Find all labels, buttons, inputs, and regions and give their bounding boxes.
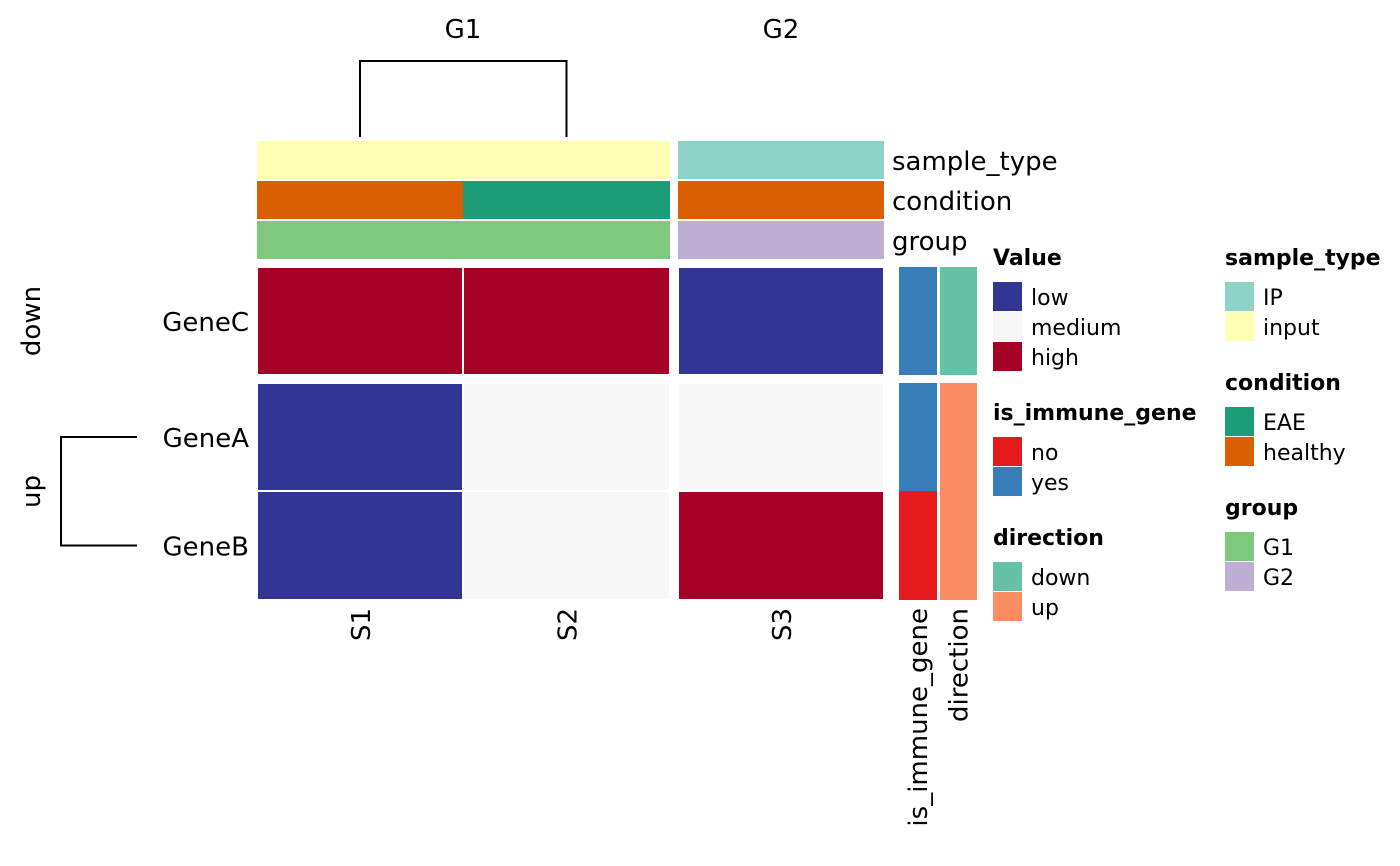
row-annotation-is_immune_gene-GeneB xyxy=(899,491,937,600)
col-annotation-group-S3 xyxy=(678,221,884,259)
legend-label: no xyxy=(1031,441,1058,466)
legend-title: direction xyxy=(993,526,1104,551)
legend-swatch xyxy=(993,312,1022,341)
legend-swatch xyxy=(993,342,1022,371)
column-label: S1 xyxy=(347,608,377,641)
column-split-label: G1 xyxy=(445,15,482,45)
legend-label: input xyxy=(1263,316,1320,341)
legend-swatch xyxy=(1225,282,1254,311)
row-annotation-is_immune_gene-GeneC xyxy=(899,267,937,375)
row-split-label: up xyxy=(17,475,47,508)
legend-swatch xyxy=(1225,532,1254,561)
legend-group: group G1 G2 xyxy=(1225,496,1298,591)
legend-label: down xyxy=(1031,566,1090,591)
heatmap-cell-GeneC-S1 xyxy=(256,266,464,376)
legend-swatch xyxy=(1225,407,1254,436)
legend-title: sample_type xyxy=(1225,246,1381,271)
legend-condition: condition EAE healthy xyxy=(1225,371,1346,466)
col-annotation-condition-S2 xyxy=(463,181,670,219)
legend-label: yes xyxy=(1031,471,1069,496)
legend-sample-type: sample_type IP input xyxy=(1225,246,1381,341)
row-annotation-direction-GeneA xyxy=(940,383,977,600)
column-split-label: G2 xyxy=(763,15,800,45)
heatmap-cell-GeneA-S2 xyxy=(462,382,671,492)
legend-label: up xyxy=(1031,596,1059,621)
legend-label: healthy xyxy=(1263,441,1346,466)
col-annotation-sample_type-S1 xyxy=(257,141,463,179)
col-annotation-label: sample_type xyxy=(892,147,1058,177)
heatmap-cell-GeneA-S1 xyxy=(256,382,464,492)
col-annotation-sample_type-S2 xyxy=(463,141,670,179)
heatmap-cell-GeneB-S3 xyxy=(677,490,885,601)
col-annotation-condition-S1 xyxy=(257,181,463,219)
legend-title: group xyxy=(1225,496,1298,521)
legend-swatch xyxy=(1225,437,1254,466)
heatmap-cell-GeneC-S3 xyxy=(677,266,885,376)
column-label: S2 xyxy=(554,608,584,641)
col-annotation-group-S2 xyxy=(463,221,670,259)
heatmap-cell-GeneB-S2 xyxy=(462,490,671,601)
heatmap-cell-GeneB-S1 xyxy=(256,490,464,601)
legend-swatch xyxy=(993,562,1022,591)
legend-direction: direction down up xyxy=(993,526,1104,621)
legend-swatch xyxy=(1225,312,1254,341)
row-annotation-label: direction xyxy=(945,608,975,722)
col-annotation-group-S1 xyxy=(257,221,463,259)
row-label: GeneB xyxy=(163,533,249,563)
legend-label: IP xyxy=(1263,286,1283,311)
legend-Value: Value low medium high xyxy=(993,246,1121,371)
legend-swatch xyxy=(993,467,1022,496)
legend-swatch xyxy=(1225,562,1254,591)
legend-swatch xyxy=(993,592,1022,621)
column-label: S3 xyxy=(768,608,798,641)
legend-title: Value xyxy=(993,246,1062,271)
col-annotation-label: condition xyxy=(892,187,1012,217)
legend-label: high xyxy=(1031,346,1079,371)
row-dendrogram-branch xyxy=(60,436,137,547)
row-annotation-direction-GeneC xyxy=(940,267,977,375)
legend-title: is_immune_gene xyxy=(993,401,1197,426)
row-label: GeneA xyxy=(163,424,250,454)
legend-swatch xyxy=(993,282,1022,311)
col-annotation-label: group xyxy=(892,227,968,257)
legend-title: condition xyxy=(1225,371,1341,396)
row-split-label: down xyxy=(17,286,47,356)
legend-swatch xyxy=(993,437,1022,466)
legend-label: EAE xyxy=(1263,411,1306,436)
row-annotation-is_immune_gene-GeneA xyxy=(899,383,937,491)
row-annotation-label: is_immune_gene xyxy=(904,608,934,827)
heatmap-cell-GeneC-S2 xyxy=(462,266,671,376)
legend-label: G1 xyxy=(1263,536,1294,561)
column-dendrogram-branch xyxy=(359,60,568,137)
heatmap-cell-GeneA-S3 xyxy=(677,382,885,492)
legend-label: medium xyxy=(1031,316,1121,341)
legend-label: low xyxy=(1031,286,1069,311)
col-annotation-sample_type-S3 xyxy=(678,141,884,179)
row-label: GeneC xyxy=(162,308,249,338)
col-annotation-condition-S3 xyxy=(678,181,884,219)
legend-label: G2 xyxy=(1263,566,1294,591)
